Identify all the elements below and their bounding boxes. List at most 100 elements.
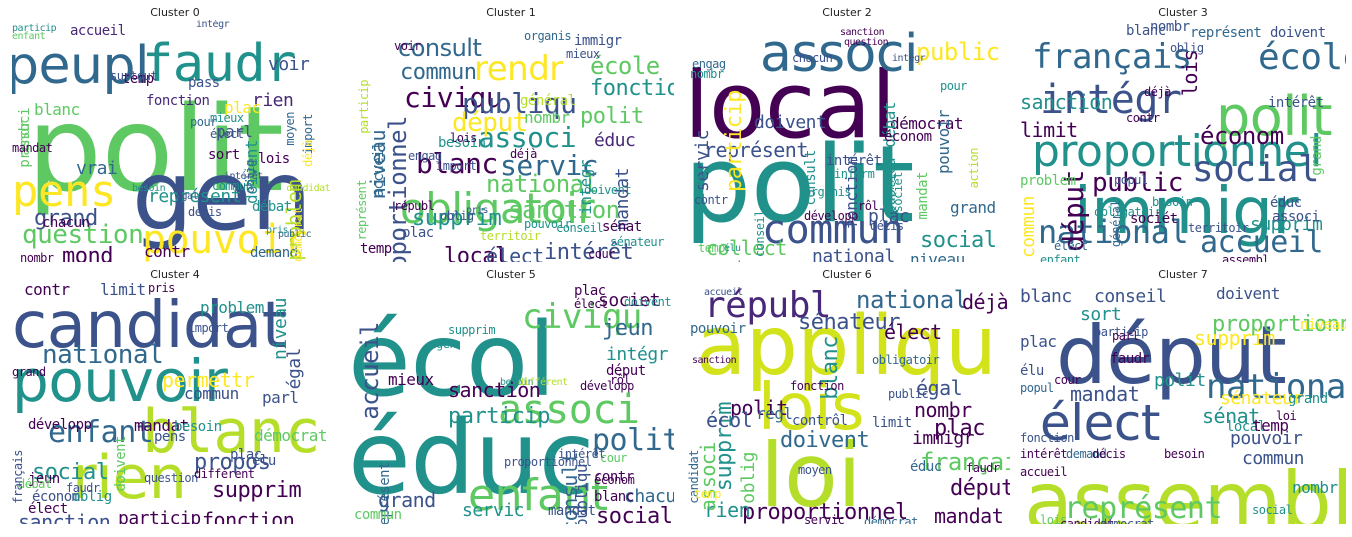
cloud-word: polit (1216, 85, 1333, 148)
word-cloud-panel: Cluster 5 écol éduc enfant associ civiqu accue… (348, 268, 674, 524)
cloud-word: commun (212, 179, 253, 193)
cloud-word: regl (756, 404, 793, 423)
cloud-word: général (520, 93, 576, 109)
cloud-word: sociét (891, 172, 905, 213)
cloud-word: doivent (113, 436, 129, 492)
cloud-word: cour (588, 247, 615, 261)
word-cloud: polit gen peupl faudr pens pouvoir question gra… (12, 20, 338, 262)
cloud-word: déjà (301, 140, 315, 167)
cloud-word: mandat (548, 503, 596, 519)
cloud-word: particip (12, 23, 57, 34)
cloud-word: nombr (1292, 478, 1338, 497)
cloud-word: limit (1020, 118, 1078, 142)
cloud-word: fonction (790, 379, 844, 393)
cloud-word: oblig (1170, 41, 1204, 55)
word-cloud-panel: Cluster 1 obligatoir rendr consult commun civ… (348, 6, 674, 262)
cloud-word: territoir (1188, 221, 1249, 235)
cloud-word: oblig (72, 489, 112, 505)
cloud-word: oblig (440, 209, 474, 223)
cloud-word: décis (870, 219, 904, 233)
cloud-word: français (12, 450, 25, 504)
cloud-word: limit (872, 415, 912, 431)
cloud-word: nombr (690, 67, 724, 81)
cloud-word: égal (176, 191, 199, 202)
cloud-word: national (1038, 213, 1189, 251)
cloud-word: action (967, 148, 981, 189)
cloud-word: sénateur (610, 235, 664, 249)
cloud-word: question (22, 220, 144, 250)
cloud-word: démocrat (864, 515, 918, 524)
cloud-word: pris (148, 282, 175, 295)
cloud-word: proportionnel (1032, 126, 1322, 177)
cloud-word: blanc (416, 147, 498, 180)
cloud-word: niveau (910, 250, 965, 263)
cloud-word: grand (1288, 391, 1328, 407)
cloud-word: plac (224, 98, 261, 117)
cloud-word: enfant (48, 415, 154, 450)
cloud-word: grand (12, 365, 46, 379)
cloud-word: intégr (606, 344, 669, 365)
cloud-word: faudr (66, 481, 100, 495)
cloud-word: immigr (912, 428, 975, 449)
cloud-word: mieux (210, 111, 244, 125)
cloud-word: besoin (1152, 195, 1193, 209)
cloud-word: élect (884, 320, 942, 344)
cloud-word: servic (462, 500, 525, 521)
word-cloud: appliqu lois loi républ national déjà sénateur… (684, 282, 1010, 524)
cloud-word: rien (704, 498, 751, 522)
cloud-word: enfant (1040, 253, 1081, 262)
cloud-word: particip (357, 80, 371, 134)
cloud-word: sort (208, 147, 240, 163)
cloud-word: fonction (1020, 431, 1074, 445)
cloud-word: territoir (480, 229, 541, 243)
cloud-word: commun (184, 384, 239, 403)
cloud-word: polit (27, 80, 284, 218)
cloud-word: doivent (624, 295, 672, 309)
panel-title: Cluster 5 (486, 268, 536, 281)
cloud-word: déput (950, 476, 1010, 501)
cloud-word: sanction (448, 378, 541, 402)
cloud-word: représent (704, 138, 808, 162)
cloud-word: servic (500, 149, 599, 182)
cloud-word: école (1258, 37, 1346, 78)
cloud-word: particip (722, 90, 747, 192)
cloud-word: pens (12, 166, 116, 217)
cloud-word: besoin (132, 183, 166, 194)
cloud-word: national (1206, 367, 1346, 407)
cloud-word: moyen (798, 463, 832, 477)
cloud-word: immigr (574, 33, 622, 49)
cloud-word: question (844, 37, 889, 48)
cloud-word: blanc (34, 100, 80, 119)
cloud-word: déjà (962, 290, 1009, 314)
cloud-word: plac (868, 206, 910, 227)
cloud-word: pour (190, 115, 217, 129)
panel-title: Cluster 6 (822, 268, 872, 281)
cloud-word: conseil (1094, 286, 1167, 307)
cloud-word: obligatoir (1094, 205, 1162, 219)
cloud-word: mieux (566, 47, 600, 61)
cloud-word: développ (28, 417, 92, 433)
cloud-word: import (436, 159, 477, 173)
cloud-word: propos (194, 450, 271, 475)
word-cloud: candidat pouvoir rien blanc national enfant so… (12, 282, 338, 524)
cloud-word: pris (266, 225, 289, 236)
cloud-word: particip (448, 404, 550, 429)
cloud-word: contr (1126, 111, 1160, 125)
cloud-word: lois (1040, 513, 1067, 524)
cloud-word: accueil (1020, 465, 1068, 479)
word-cloud-panel: Cluster 3 immigr proportionnel polit françai… (1020, 6, 1346, 262)
cloud-word: organis (524, 29, 572, 43)
cloud-word: déput (606, 363, 646, 379)
cloud-word: supprim (1194, 326, 1275, 350)
cloud-word: proportionnel (742, 500, 908, 524)
cloud-word: pens (154, 429, 186, 445)
cloud-word: différent (518, 377, 568, 388)
cloud-word: permettr (162, 368, 255, 392)
cloud-word: lois (1178, 50, 1202, 97)
cloud-word: pour (940, 79, 967, 93)
cloud-word: servic (804, 513, 845, 524)
cloud-word: conseil (556, 221, 604, 235)
cloud-word: décis (188, 205, 222, 219)
cloud-word: loi (760, 424, 862, 524)
